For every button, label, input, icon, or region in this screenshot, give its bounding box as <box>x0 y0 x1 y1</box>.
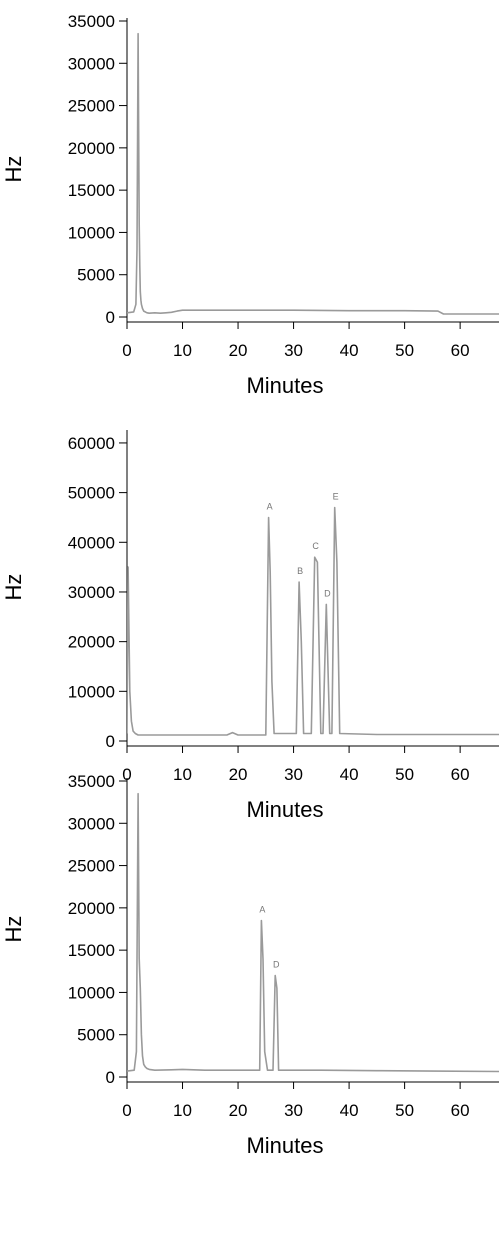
x-tick-label: 30 <box>284 1101 303 1120</box>
y-tick-label: 30000 <box>68 814 115 833</box>
y-tick-label: 20000 <box>68 139 115 158</box>
peak-label: C <box>312 541 319 551</box>
y-tick-label: 0 <box>106 1068 115 1087</box>
y-tick-label: 25000 <box>68 97 115 116</box>
y-axis-title: Hz <box>1 156 26 183</box>
x-tick-label: 10 <box>173 765 192 784</box>
peak-label: A <box>267 501 273 511</box>
y-tick-label: 20000 <box>68 633 115 652</box>
x-tick-label: 20 <box>229 765 248 784</box>
y-tick-label: 35000 <box>68 12 115 31</box>
y-tick-label: 20000 <box>68 899 115 918</box>
peak-label: B <box>297 566 303 576</box>
x-tick-label: 30 <box>284 765 303 784</box>
x-tick-label: 0 <box>122 1101 131 1120</box>
y-tick-label: 5000 <box>77 266 115 285</box>
y-axis-title: Hz <box>1 916 26 943</box>
y-tick-label: 15000 <box>68 941 115 960</box>
y-tick-label: 50000 <box>68 484 115 503</box>
x-tick-label: 50 <box>395 1101 414 1120</box>
y-tick-label: 10000 <box>68 682 115 701</box>
y-tick-label: 25000 <box>68 857 115 876</box>
x-tick-label: 10 <box>173 1101 192 1120</box>
y-tick-label: 15000 <box>68 181 115 200</box>
y-tick-label: 0 <box>106 308 115 327</box>
chart-panel-2: 0 10000 20000 30000 40000 50000 60000 0 10 20 30 40… <box>1 430 499 822</box>
y-tick-label: 0 <box>106 732 115 751</box>
x-tick-label: 50 <box>395 341 414 360</box>
peak-label: D <box>273 960 280 970</box>
x-tick-label: 60 <box>451 1101 470 1120</box>
x-tick-label: 30 <box>284 341 303 360</box>
y-axis-title: Hz <box>1 574 26 601</box>
y-tick-label: 30000 <box>68 583 115 602</box>
y-tick-label: 5000 <box>77 1026 115 1045</box>
y-tick-label: 35000 <box>68 772 115 791</box>
x-tick-label: 20 <box>229 341 248 360</box>
y-tick-label: 60000 <box>68 434 115 453</box>
chromatogram-trace <box>127 506 499 736</box>
chromatogram-trace <box>127 32 499 315</box>
x-tick-label: 0 <box>122 341 131 360</box>
y-tick-label: 10000 <box>68 983 115 1002</box>
x-axis-title: Minutes <box>246 797 323 822</box>
x-tick-label: 40 <box>340 1101 359 1120</box>
peak-label: E <box>333 492 339 502</box>
y-tick-label: 10000 <box>68 223 115 242</box>
x-tick-label: 60 <box>451 765 470 784</box>
x-tick-label: 50 <box>395 765 414 784</box>
x-tick-label: 40 <box>340 341 359 360</box>
x-tick-label: 0 <box>122 765 131 784</box>
peak-label: A <box>259 905 265 915</box>
x-tick-label: 10 <box>173 341 192 360</box>
chart-panel-3: 0 5000 10000 15000 20000 25000 30000 35000 0 10 20… <box>1 772 499 1158</box>
x-tick-label: 40 <box>340 765 359 784</box>
peak-label: D <box>324 588 331 598</box>
x-axis-title: Minutes <box>246 373 323 398</box>
chart-panel-1: 0 5000 10000 15000 20000 25000 30000 35000 0 10 20… <box>1 12 499 398</box>
x-axis-title: Minutes <box>246 1133 323 1158</box>
y-tick-label: 30000 <box>68 54 115 73</box>
chromatogram-trace <box>127 792 499 1073</box>
x-tick-label: 20 <box>229 1101 248 1120</box>
x-tick-label: 60 <box>451 341 470 360</box>
y-tick-label: 40000 <box>68 533 115 552</box>
